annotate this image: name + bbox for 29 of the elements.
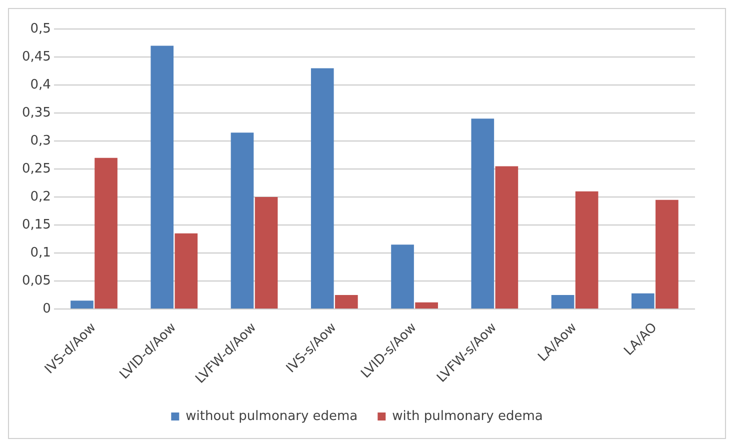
y-tick-label: 0,45	[22, 49, 51, 64]
bar	[174, 233, 198, 309]
bar	[415, 302, 438, 309]
y-tick-label: 0,05	[22, 273, 51, 288]
y-tick-label: 0,35	[22, 105, 51, 120]
bar	[495, 166, 518, 309]
legend-label: without pulmonary edema	[186, 408, 358, 424]
y-tick-label: 0,4	[30, 77, 51, 92]
bar	[254, 197, 278, 309]
bar	[656, 200, 678, 309]
bar	[335, 295, 358, 309]
legend-label: with pulmonary edema	[392, 408, 543, 424]
bar	[631, 293, 654, 309]
bar	[575, 191, 598, 309]
y-tick-label: 0,3	[30, 133, 51, 148]
y-tick-label: 0,25	[22, 161, 51, 176]
bar	[310, 68, 334, 309]
y-tick-label: 0,1	[30, 245, 51, 260]
y-tick-label: 0,15	[22, 217, 51, 232]
bar	[150, 46, 174, 309]
y-tick-label: 0,2	[30, 189, 51, 204]
bar	[391, 244, 414, 309]
y-tick-label: 0	[42, 301, 51, 316]
y-tick-label: 0,5	[30, 21, 51, 36]
bar	[70, 300, 94, 309]
bar	[471, 118, 494, 309]
bar	[551, 295, 574, 309]
bar	[230, 132, 254, 309]
bar	[94, 158, 118, 309]
